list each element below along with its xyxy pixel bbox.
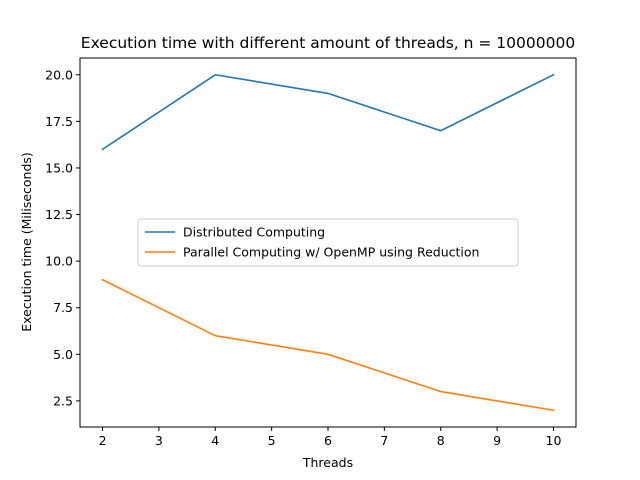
y-tick-label: 20.0 — [45, 67, 73, 82]
y-axis-label: Execution time (Miliseconds) — [19, 152, 34, 332]
x-axis: 2 3 4 5 6 7 8 9 10 — [99, 427, 562, 448]
y-tick-label: 5.0 — [53, 347, 73, 362]
legend-box — [137, 218, 519, 267]
legend: Distributed Computing Parallel Computing … — [137, 218, 519, 267]
x-tick-label: 5 — [268, 433, 276, 448]
series-group — [101, 73, 555, 412]
series-line-2 — [101, 278, 555, 412]
y-tick-label: 7.5 — [53, 300, 73, 315]
series-line-1 — [101, 73, 555, 151]
y-tick-label: 2.5 — [53, 393, 73, 408]
legend-entry: Parallel Computing w/ OpenMP using Reduc… — [183, 245, 479, 260]
x-axis-label: Threads — [302, 455, 353, 470]
x-tick-label: 4 — [211, 433, 219, 448]
x-tick-label: 9 — [493, 433, 501, 448]
x-tick-label: 10 — [546, 433, 562, 448]
x-tick-label: 6 — [324, 433, 332, 448]
y-tick-label: 10.0 — [45, 254, 73, 269]
x-tick-label: 3 — [155, 433, 163, 448]
x-tick-label: 8 — [437, 433, 445, 448]
y-tick-label: 17.5 — [45, 114, 73, 129]
y-tick-label: 12.5 — [45, 207, 73, 222]
x-tick-label: 7 — [380, 433, 388, 448]
y-axis: 2.5 5.0 7.5 10.0 12.5 15.0 17.5 20.0 — [45, 67, 80, 408]
x-tick-label: 2 — [99, 433, 107, 448]
chart-title: Execution time with different amount of … — [81, 34, 575, 52]
legend-entry: Distributed Computing — [183, 225, 325, 240]
y-tick-label: 15.0 — [45, 160, 73, 175]
